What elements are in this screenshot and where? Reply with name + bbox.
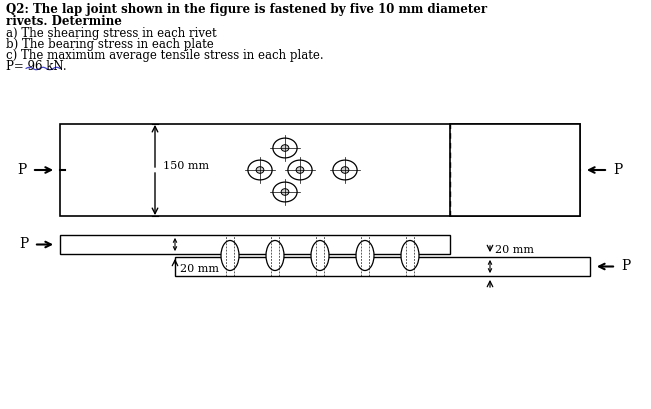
Ellipse shape [273, 182, 297, 202]
Text: a) The shearing stress in each rivet: a) The shearing stress in each rivet [6, 27, 217, 40]
Ellipse shape [273, 138, 297, 158]
Ellipse shape [288, 160, 312, 180]
Ellipse shape [221, 240, 239, 270]
Text: 20 mm: 20 mm [180, 264, 219, 274]
Bar [60, 124, 580, 216]
Text: P: P [621, 259, 630, 274]
Text: rivets. Determine: rivets. Determine [6, 15, 122, 28]
Ellipse shape [256, 167, 264, 173]
Bar [175, 257, 590, 276]
Ellipse shape [341, 167, 349, 173]
Ellipse shape [248, 160, 272, 180]
Ellipse shape [281, 189, 289, 196]
Ellipse shape [333, 160, 357, 180]
Bar [60, 235, 450, 254]
Text: P= 96 kN.: P= 96 kN. [6, 60, 66, 73]
Ellipse shape [356, 240, 374, 270]
Ellipse shape [281, 145, 289, 151]
Text: c) The maximum average tensile stress in each plate.: c) The maximum average tensile stress in… [6, 49, 324, 62]
Text: P: P [20, 238, 29, 252]
Ellipse shape [401, 240, 419, 270]
Ellipse shape [266, 240, 284, 270]
Ellipse shape [296, 167, 304, 173]
Text: Q2: The lap joint shown in the figure is fastened by five 10 mm diameter: Q2: The lap joint shown in the figure is… [6, 3, 487, 16]
Text: b) The bearing stress in each plate: b) The bearing stress in each plate [6, 38, 214, 51]
Text: P: P [613, 163, 622, 177]
Text: 20 mm: 20 mm [495, 245, 534, 255]
Bar [450, 124, 580, 216]
Ellipse shape [311, 240, 329, 270]
Text: 150 mm: 150 mm [163, 161, 209, 171]
Text: P: P [18, 163, 27, 177]
